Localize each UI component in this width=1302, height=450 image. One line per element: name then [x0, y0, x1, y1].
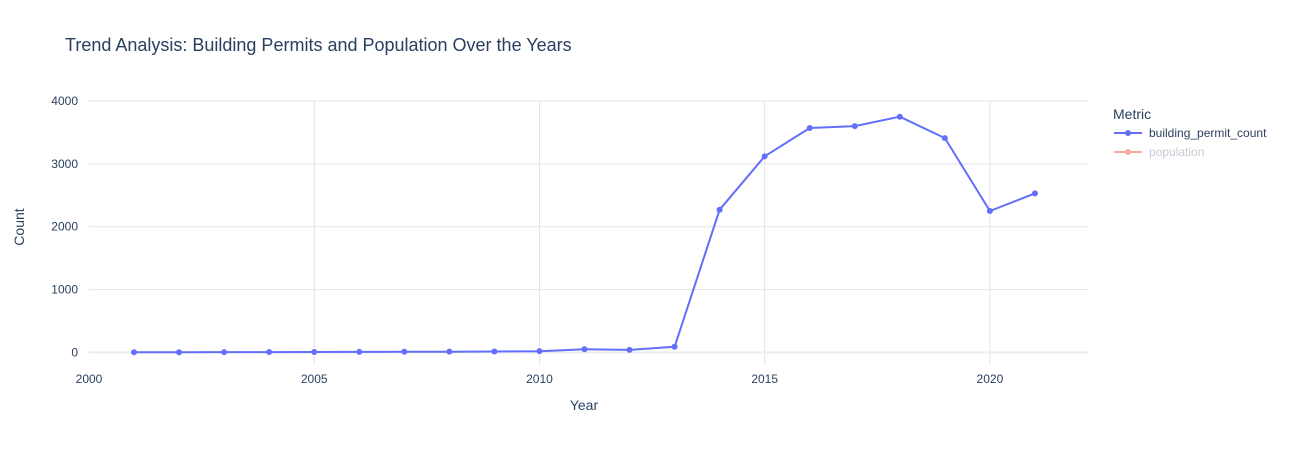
- y-axis-title: Count: [11, 208, 27, 245]
- data-point[interactable]: [491, 348, 498, 355]
- grid-lines: [89, 100, 1089, 365]
- legend-item-population[interactable]: population: [1114, 145, 1204, 159]
- data-point[interactable]: [806, 125, 813, 132]
- data-point[interactable]: [671, 343, 678, 350]
- legend-title: Metric: [1113, 106, 1151, 122]
- data-point[interactable]: [131, 349, 138, 356]
- legend-label: building_permit_count: [1149, 126, 1267, 140]
- x-tick-label: 2000: [76, 372, 103, 386]
- data-point[interactable]: [761, 153, 768, 160]
- data-point[interactable]: [941, 135, 948, 142]
- legend-label: population: [1149, 145, 1204, 159]
- y-tick-label: 0: [71, 345, 78, 359]
- data-point[interactable]: [851, 123, 858, 130]
- y-axis-ticks: 0 1000 2000 3000 4000: [51, 94, 78, 359]
- x-tick-label: 2010: [526, 372, 553, 386]
- series-line-building_permit_count: [133, 115, 1036, 354]
- y-tick-label: 3000: [51, 157, 78, 171]
- data-point[interactable]: [536, 348, 543, 355]
- x-axis-ticks: 2000 2005 2010 2015 2020: [76, 372, 1004, 386]
- y-tick-label: 1000: [51, 283, 78, 297]
- y-tick-label: 4000: [51, 94, 78, 108]
- data-point[interactable]: [1031, 190, 1038, 197]
- x-tick-label: 2005: [301, 372, 328, 386]
- data-point[interactable]: [716, 206, 723, 213]
- data-point[interactable]: [896, 113, 903, 120]
- x-tick-label: 2020: [977, 372, 1004, 386]
- data-point[interactable]: [356, 348, 363, 355]
- legend-item-building_permit_count[interactable]: building_permit_count: [1114, 126, 1267, 140]
- data-point[interactable]: [986, 208, 993, 214]
- data-point[interactable]: [176, 349, 183, 356]
- legend-marker: [1125, 149, 1131, 155]
- data-point[interactable]: [581, 346, 588, 353]
- legend: Metric building_permit_count population: [1113, 106, 1267, 159]
- x-tick-label: 2015: [751, 372, 778, 386]
- data-point[interactable]: [401, 348, 408, 355]
- data-point[interactable]: [446, 348, 453, 355]
- data-point[interactable]: [626, 346, 633, 353]
- legend-marker: [1125, 130, 1131, 136]
- series-layer: [131, 113, 1038, 356]
- data-point[interactable]: [221, 349, 228, 356]
- data-point[interactable]: [266, 349, 273, 356]
- chart-title: Trend Analysis: Building Permits and Pop…: [65, 35, 572, 55]
- data-point[interactable]: [311, 348, 318, 355]
- y-tick-label: 2000: [51, 220, 78, 234]
- x-axis-title: Year: [570, 397, 599, 413]
